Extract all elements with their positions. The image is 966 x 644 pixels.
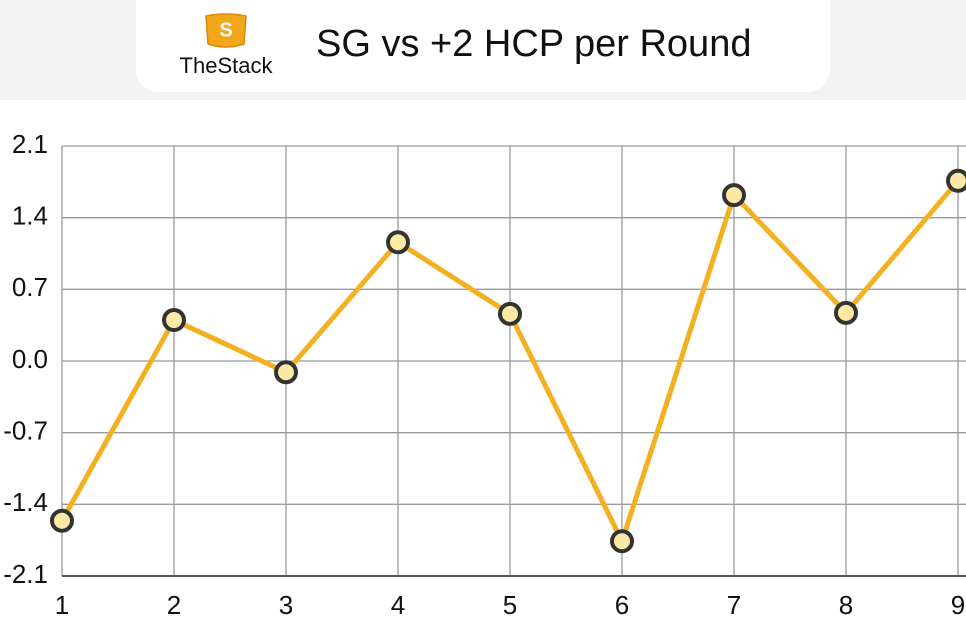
svg-text:S: S (219, 19, 232, 41)
x-tick-label: 1 (55, 590, 69, 620)
y-tick-label: -2.1 (3, 559, 48, 589)
logo-icon: S (205, 13, 247, 48)
header-card (136, 0, 830, 92)
y-tick-label: 1.4 (12, 201, 48, 231)
data-point (946, 168, 966, 193)
y-tick-label: -1.4 (3, 487, 48, 517)
x-tick-label: 3 (279, 590, 293, 620)
x-tick-label: 5 (503, 590, 517, 620)
x-tick-label: 2 (167, 590, 181, 620)
logo-text: TheStack (180, 53, 274, 78)
x-tick-label: 4 (391, 590, 405, 620)
y-tick-label: 2.1 (12, 129, 48, 159)
data-point (50, 508, 74, 533)
data-point (722, 183, 746, 208)
x-tick-label: 9 (951, 590, 965, 620)
x-tick-label: 6 (615, 590, 629, 620)
data-point (610, 529, 634, 554)
data-point (386, 230, 410, 255)
y-tick-label: 0.7 (12, 272, 48, 302)
y-tick-label: 0.0 (12, 344, 48, 374)
data-point (834, 300, 858, 325)
data-point (498, 301, 522, 326)
y-tick-label: -0.7 (3, 416, 48, 446)
chart-title: SG vs +2 HCP per Round (316, 23, 751, 65)
data-point (274, 360, 298, 385)
x-tick-label: 7 (727, 590, 741, 620)
data-point (162, 308, 186, 333)
x-tick-label: 8 (839, 590, 853, 620)
